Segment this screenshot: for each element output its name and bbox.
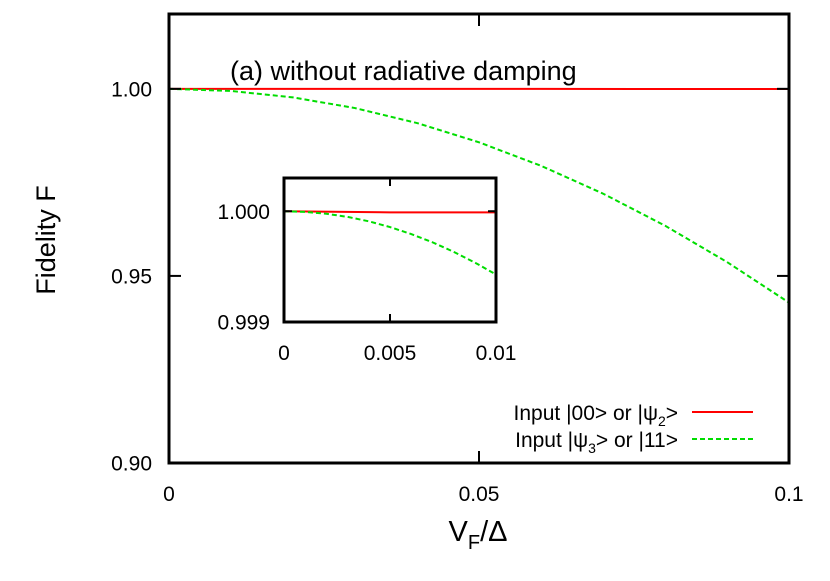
chart-annotation: (a) without radiative damping [230,56,577,86]
inset-ticks [283,178,497,323]
inset-plot: 0 0.005 0.01 0.999 1.000 [217,176,516,365]
main-y-tick-label: 1.00 [111,78,152,101]
main-plot: 0 0.05 0.1 0.90 0.95 1.00 (a) without radiati… [31,12,804,554]
main-series-layer [168,87,790,304]
inset-x-tick-label: 0.01 [476,342,517,365]
main-series-2-line [168,87,790,304]
main-tick-labels: 0 0.05 0.1 0.90 0.95 1.00 [111,78,803,506]
x-axis-label-main: V [449,516,469,548]
main-x-tick-label: 0.1 [774,483,803,506]
inset-series-1-line [283,210,496,214]
inset-tick-labels: 0 0.005 0.01 0.999 1.000 [217,201,516,365]
y-axis-label: Fidelity F [31,185,61,295]
inset-plot-background [284,178,496,322]
inset-y-tick-label: 1.000 [217,201,270,224]
inset-x-tick-label: 0 [278,342,290,365]
x-axis-label: VF/Δ [449,516,508,554]
inset-y-tick-label: 0.999 [217,312,270,335]
main-x-tick-label: 0.05 [459,483,500,506]
x-axis-label-sub: F [468,532,480,554]
main-ticks [168,14,790,464]
main-y-tick-label: 0.90 [111,453,152,476]
inset-series-2-line [283,210,497,276]
x-axis-label-rest: /Δ [480,516,507,548]
inset-x-tick-label: 0.005 [364,342,417,365]
legend: Input |00> or |ψ2> Input |ψ3> or |11> [514,402,753,456]
main-y-tick-label: 0.95 [111,265,152,288]
main-x-tick-label: 0 [163,483,175,506]
legend-label-series-2: Input |ψ3> or |11> [515,429,678,456]
inset-series-layer [283,210,497,276]
legend-label-series-1: Input |00> or |ψ2> [514,402,678,429]
